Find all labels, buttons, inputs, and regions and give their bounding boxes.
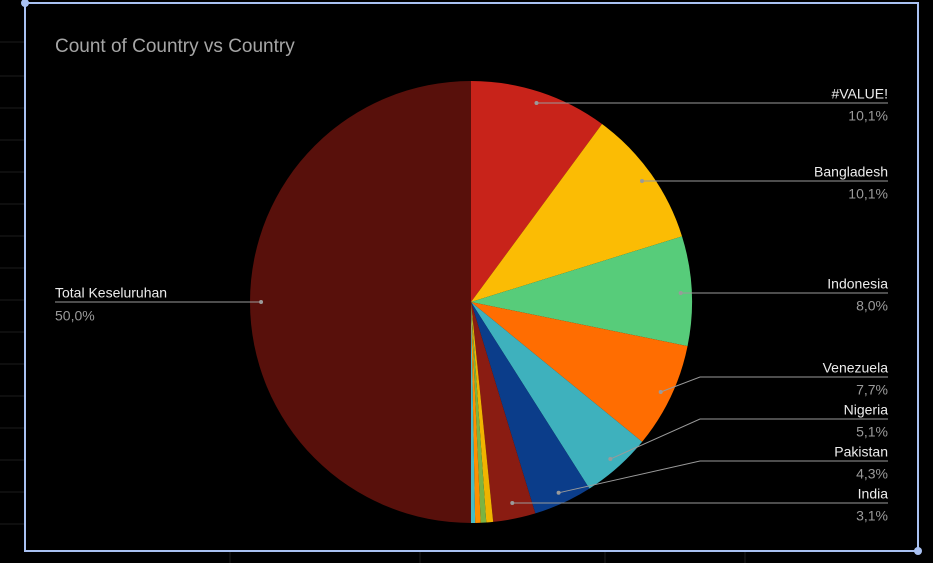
leader-line: [558, 460, 888, 494]
slice-percent: 4,3%: [856, 466, 888, 482]
sheet-grid: [0, 41, 746, 563]
slice-label: Pakistan: [834, 444, 888, 460]
pie-slice: [471, 302, 487, 523]
slice-label: India: [858, 486, 889, 502]
slice-label: Bangladesh: [814, 164, 888, 180]
slice-percent: 50,0%: [55, 308, 95, 324]
pie-slice: [471, 302, 688, 442]
pie-slice: [471, 81, 603, 302]
pie-slice: [471, 302, 536, 522]
pie-slice: [250, 81, 471, 523]
leader-line: [660, 376, 888, 393]
leader-dot: [678, 291, 683, 295]
resize-handle[interactable]: [21, 0, 29, 7]
pie-slice: [471, 302, 481, 523]
slice-label: Total Keseluruhan: [55, 285, 167, 301]
slice-percent: 3,1%: [856, 508, 888, 524]
slice-label: Venezuela: [823, 360, 889, 376]
slice-percent: 7,7%: [856, 382, 888, 398]
pie-slice: [471, 236, 692, 347]
leader-line: [610, 418, 888, 460]
leader-dot: [640, 179, 645, 183]
leader-dot: [556, 490, 561, 495]
leader-dot: [658, 389, 663, 394]
pie-slice: [471, 302, 494, 523]
pie-slice: [471, 302, 590, 514]
slice-percent: 10,1%: [848, 108, 888, 124]
leader-dot: [510, 501, 515, 505]
resize-handle[interactable]: [914, 547, 922, 555]
chart-title: Count of Country vs Country: [55, 36, 295, 57]
slice-percent: 5,1%: [856, 424, 888, 440]
slice-percent: 10,1%: [848, 186, 888, 202]
slice-label: Indonesia: [827, 276, 888, 292]
slice-percent: 8,0%: [856, 298, 888, 314]
pie-slice: [471, 302, 476, 523]
leader-dot: [259, 300, 264, 304]
leader-dot: [608, 457, 613, 462]
slice-label: #VALUE!: [831, 86, 888, 102]
slice-label: Nigeria: [844, 402, 889, 418]
pie-slice: [471, 302, 643, 489]
pie-slice: [471, 124, 683, 303]
leader-dot: [534, 101, 539, 105]
